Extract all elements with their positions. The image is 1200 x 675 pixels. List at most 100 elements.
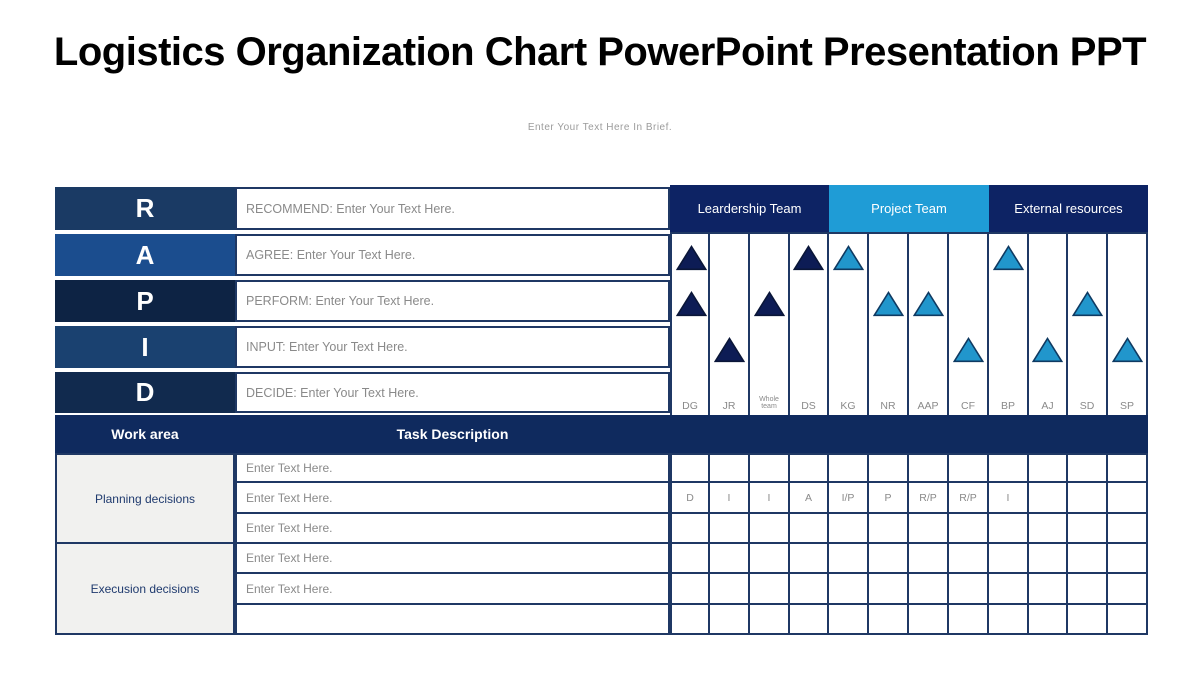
grid-cell — [710, 605, 750, 635]
grid-cell — [710, 544, 750, 574]
work-area-cell-1: Execusion decisions — [55, 544, 235, 635]
grid-cell — [790, 544, 829, 574]
grid-cell — [670, 514, 710, 544]
light-triangle-icon — [1111, 336, 1144, 368]
rapid-letter-p: P — [55, 280, 235, 322]
person-label: SP — [1119, 400, 1134, 412]
grid-cell — [829, 544, 869, 574]
person-column-jr: JR — [710, 232, 750, 415]
dark-triangle-icon — [753, 290, 786, 322]
team-header-0: Leardership Team — [670, 185, 829, 232]
grid-cell: R/P — [909, 483, 949, 514]
rapid-letter-r: R — [55, 187, 235, 230]
person-label: DG — [682, 400, 698, 412]
person-column-kg: KG — [829, 232, 869, 415]
task-desc-row-1: Enter Text Here. — [235, 483, 670, 514]
grid-cell — [1108, 453, 1148, 483]
grid-cell — [909, 574, 949, 605]
work-area-cell-0: Planning decisions — [55, 453, 235, 544]
grid-cell — [1108, 514, 1148, 544]
person-column-nr: NR — [869, 232, 909, 415]
grid-cell — [1068, 544, 1108, 574]
grid-cell — [1108, 605, 1148, 635]
grid-cell: I — [710, 483, 750, 514]
task-desc-row-4: Enter Text Here. — [235, 574, 670, 605]
task-desc-row-2: Enter Text Here. — [235, 514, 670, 544]
grid-cell — [949, 453, 989, 483]
grid-cell — [790, 453, 829, 483]
grid-cell — [750, 574, 790, 605]
task-desc-row-3: Enter Text Here. — [235, 544, 670, 574]
grid-cell — [1029, 483, 1068, 514]
person-label: CF — [961, 400, 975, 412]
person-column-sd: SD — [1068, 232, 1108, 415]
person-label: AJ — [1041, 400, 1054, 412]
work-area-header: Work area — [111, 426, 179, 442]
person-label: NR — [880, 400, 896, 412]
rapid-description-i: INPUT: Enter Your Text Here. — [235, 326, 670, 368]
grid-cell — [1108, 544, 1148, 574]
grid-cell — [670, 605, 710, 635]
light-triangle-icon — [1031, 336, 1064, 368]
grid-cell: R/P — [949, 483, 989, 514]
grid-cell — [790, 514, 829, 544]
work-header-bar — [55, 415, 1148, 453]
grid-cell — [1068, 483, 1108, 514]
grid-cell — [869, 544, 909, 574]
rapid-matrix-table: R RECOMMEND: Enter Your Text Here. A AGREE:… — [55, 185, 1148, 635]
grid-cell — [949, 544, 989, 574]
dark-triangle-icon — [675, 290, 708, 322]
slide-title: Logistics Organization Chart PowerPoint … — [53, 30, 1147, 74]
light-triangle-icon — [872, 290, 905, 322]
grid-cell — [909, 544, 949, 574]
grid-cell — [869, 605, 909, 635]
grid-cell — [989, 514, 1029, 544]
rapid-description-p: PERFORM: Enter Your Text Here. — [235, 280, 670, 322]
rapid-description-r: RECOMMEND: Enter Your Text Here. — [235, 187, 670, 230]
grid-cell — [829, 574, 869, 605]
task-desc-row-0: Enter Text Here. — [235, 453, 670, 483]
grid-cell: I — [989, 483, 1029, 514]
grid-cell — [1068, 605, 1108, 635]
person-label: KG — [840, 400, 856, 412]
grid-cell — [1029, 514, 1068, 544]
person-column-ds: DS — [790, 232, 829, 415]
dark-triangle-icon — [675, 244, 708, 276]
dark-triangle-icon — [713, 336, 746, 368]
grid-cell — [829, 605, 869, 635]
grid-cell — [949, 574, 989, 605]
light-triangle-icon — [992, 244, 1025, 276]
grid-cell — [909, 453, 949, 483]
person-label: DS — [801, 400, 816, 412]
grid-cell — [989, 574, 1029, 605]
rapid-description-d: DECIDE: Enter Your Text Here. — [235, 372, 670, 413]
rapid-letter-d: D — [55, 372, 235, 413]
grid-cell — [710, 453, 750, 483]
grid-cell — [989, 605, 1029, 635]
team-header-1: Project Team — [829, 185, 989, 232]
person-column-dg: DG — [670, 232, 710, 415]
light-triangle-icon — [1071, 290, 1104, 322]
grid-cell — [670, 544, 710, 574]
rapid-letter-a: A — [55, 234, 235, 276]
slide-subtitle: Enter Your Text Here In Brief. — [527, 122, 673, 133]
grid-cell — [790, 574, 829, 605]
grid-cell — [1108, 483, 1148, 514]
grid-cell — [790, 605, 829, 635]
grid-cell — [829, 453, 869, 483]
person-column-whole-team: Whole team — [750, 232, 790, 415]
grid-cell — [909, 605, 949, 635]
grid-cell — [1068, 514, 1108, 544]
grid-cell — [1029, 605, 1068, 635]
person-label: JR — [722, 400, 736, 412]
grid-cell — [1108, 574, 1148, 605]
grid-cell — [1029, 574, 1068, 605]
person-column-aj: AJ — [1029, 232, 1068, 415]
grid-cell — [989, 453, 1029, 483]
light-triangle-icon — [952, 336, 985, 368]
grid-cell — [1068, 453, 1108, 483]
grid-cell — [750, 605, 790, 635]
grid-cell — [670, 574, 710, 605]
task-desc-row-5 — [235, 605, 670, 635]
